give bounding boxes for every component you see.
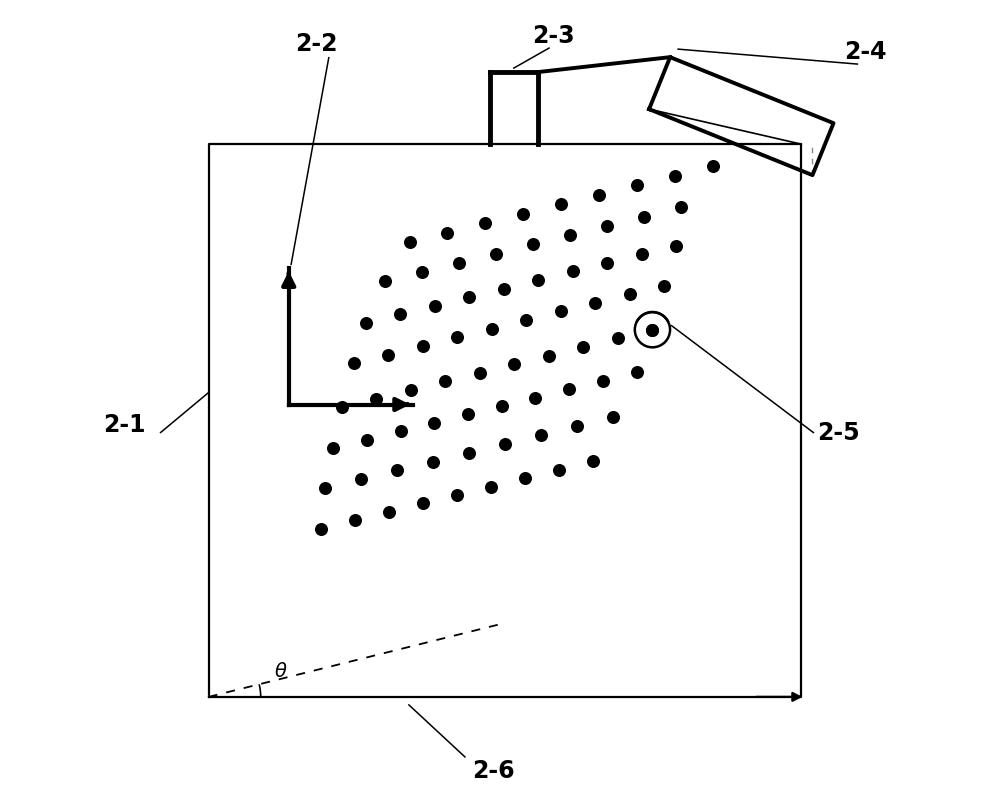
- Point: [527, 391, 543, 404]
- Point: [427, 300, 443, 312]
- Point: [477, 217, 493, 230]
- Point: [353, 473, 369, 486]
- Point: [629, 179, 645, 191]
- Point: [425, 455, 441, 468]
- Point: [368, 392, 384, 405]
- Text: 2-3: 2-3: [532, 24, 574, 48]
- Point: [599, 219, 615, 232]
- Point: [587, 296, 603, 309]
- Point: [496, 282, 512, 295]
- Point: [437, 375, 453, 388]
- Point: [551, 463, 567, 476]
- Point: [440, 226, 456, 239]
- Point: [541, 349, 557, 362]
- Text: 2-1: 2-1: [103, 413, 145, 437]
- Point: [595, 374, 611, 387]
- Point: [575, 340, 591, 353]
- Point: [488, 247, 504, 260]
- Point: [403, 384, 419, 396]
- Point: [622, 288, 638, 300]
- Point: [414, 265, 430, 278]
- Point: [565, 265, 581, 278]
- Point: [334, 400, 350, 413]
- Point: [644, 324, 660, 336]
- Point: [636, 211, 652, 223]
- Point: [472, 366, 488, 379]
- Point: [381, 505, 397, 518]
- Point: [515, 207, 531, 220]
- Point: [591, 188, 607, 201]
- Point: [494, 400, 510, 413]
- Point: [461, 291, 477, 304]
- Point: [347, 514, 363, 527]
- Point: [449, 489, 465, 501]
- Point: [525, 238, 541, 251]
- Point: [451, 256, 467, 269]
- Point: [497, 437, 513, 450]
- Point: [533, 429, 549, 441]
- Point: [359, 433, 375, 446]
- Point: [380, 348, 396, 361]
- Point: [483, 480, 499, 493]
- Point: [326, 441, 342, 454]
- Point: [530, 274, 546, 287]
- Point: [668, 239, 684, 252]
- Point: [313, 522, 329, 535]
- Point: [402, 235, 418, 248]
- Point: [461, 446, 477, 459]
- Point: [605, 410, 621, 423]
- Point: [427, 417, 443, 429]
- Point: [378, 275, 394, 288]
- Point: [599, 256, 615, 269]
- Point: [518, 314, 534, 327]
- Point: [484, 322, 500, 335]
- Point: [393, 425, 409, 437]
- Text: 2-4: 2-4: [845, 40, 887, 64]
- Text: 2-2: 2-2: [296, 32, 338, 56]
- Point: [644, 324, 660, 336]
- Text: 2-6: 2-6: [472, 759, 514, 783]
- Point: [704, 160, 720, 173]
- Point: [460, 408, 476, 421]
- Point: [358, 316, 374, 329]
- Point: [628, 366, 644, 379]
- Point: [585, 455, 601, 468]
- Point: [449, 331, 465, 344]
- Point: [672, 201, 688, 214]
- Point: [389, 464, 405, 477]
- Point: [666, 170, 682, 183]
- Text: 2-5: 2-5: [818, 421, 860, 445]
- Point: [415, 497, 431, 510]
- Point: [561, 383, 577, 396]
- Text: $\theta$: $\theta$: [274, 662, 288, 681]
- Point: [318, 482, 334, 495]
- Point: [517, 472, 533, 485]
- Point: [569, 419, 585, 432]
- Point: [346, 356, 362, 369]
- Point: [415, 340, 431, 352]
- Point: [656, 280, 672, 292]
- Point: [562, 229, 578, 242]
- Point: [634, 248, 650, 260]
- Point: [553, 198, 569, 211]
- Point: [553, 305, 569, 318]
- Point: [506, 358, 522, 371]
- Point: [610, 332, 626, 344]
- Point: [392, 308, 408, 321]
